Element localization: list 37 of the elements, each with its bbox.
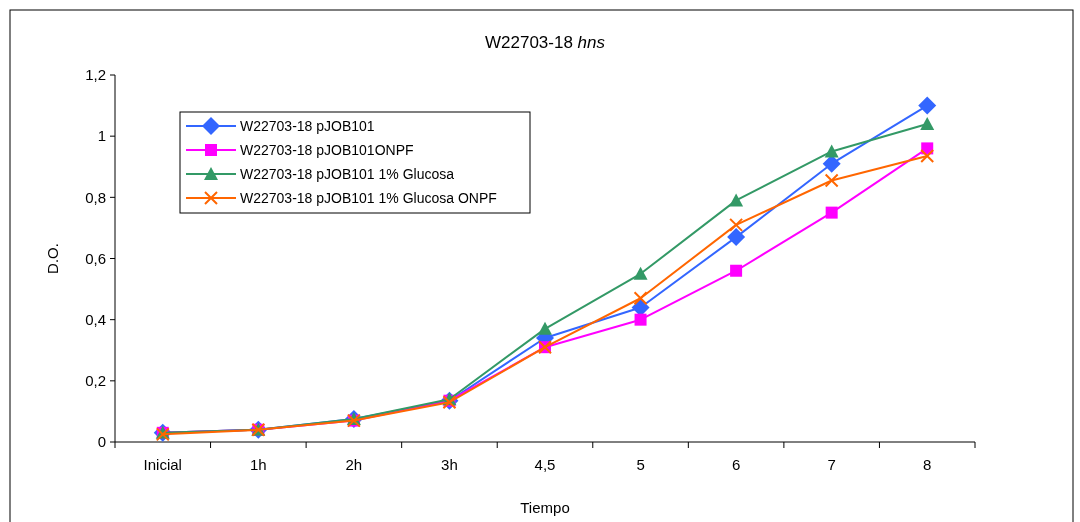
point — [824, 173, 839, 188]
x-tick-label: 7 — [827, 456, 836, 473]
x-tick-label: 3h — [441, 456, 458, 473]
y-tick-label: 0,4 — [85, 310, 106, 328]
point — [920, 116, 935, 130]
point — [729, 193, 744, 207]
y-tick-label: 0,8 — [85, 188, 106, 206]
point — [633, 266, 648, 280]
point — [918, 96, 937, 115]
point — [538, 321, 552, 335]
point — [727, 228, 746, 247]
point — [825, 206, 838, 219]
point — [730, 264, 743, 277]
x-tick-label: 2h — [345, 456, 363, 473]
x-tick-label: 4,5 — [534, 456, 556, 473]
point — [920, 149, 935, 164]
legend-label: W22703-18 pJOB101 1% Glucosa — [240, 165, 455, 182]
x-axis-title: Tiempo — [520, 499, 570, 516]
x-tick-label: 8 — [923, 456, 932, 473]
point — [634, 313, 647, 326]
x-tick-label: Inicial — [143, 456, 182, 473]
legend-label: W22703-18 pJOB101 — [240, 117, 375, 134]
y-tick-label: 0 — [97, 433, 106, 451]
y-tick-label: 0,2 — [85, 372, 106, 390]
point — [824, 144, 839, 158]
y-axis-title: D.O. — [44, 243, 61, 274]
point — [729, 217, 744, 232]
x-tick-label: 1h — [249, 456, 267, 473]
y-tick-label: 0,6 — [85, 249, 106, 267]
y-tick-label: 1,2 — [85, 66, 106, 84]
legend-label: W22703-18 pJOB101ONPF — [240, 141, 414, 158]
legend-label: W22703-18 pJOB101 1% Glucosa ONPF — [240, 189, 497, 206]
chart-title: W22703-18 hns — [484, 33, 606, 52]
x-tick-label: 6 — [731, 456, 741, 473]
x-tick-label: 5 — [636, 456, 645, 473]
point — [633, 291, 648, 306]
y-tick-label: 1 — [97, 127, 106, 145]
